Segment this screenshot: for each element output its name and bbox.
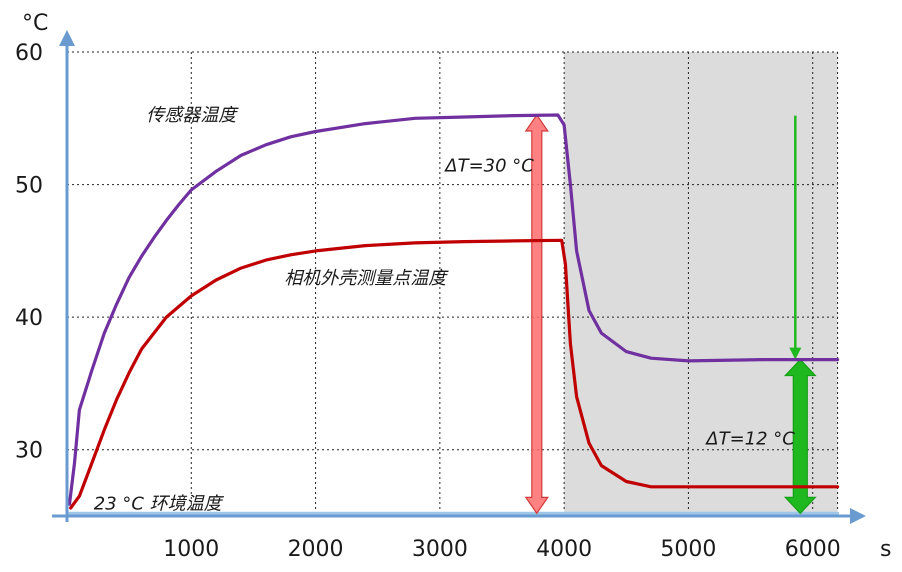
grid [67, 51, 839, 516]
series-line-0 [67, 113, 840, 506]
x-unit-label: s [880, 537, 891, 562]
delta-arrows [524, 113, 817, 515]
shaded-region-rect [564, 52, 838, 516]
x-axis-arrow [850, 508, 866, 524]
annotation-2: 23 °C 环境温度 [94, 493, 225, 514]
y-tick-label: 40 [15, 306, 43, 331]
x-tick-label: 3000 [412, 537, 468, 562]
x-tick-label: 6000 [785, 537, 841, 562]
annotation-3: ΔT=30 °C [443, 155, 534, 176]
x-tick-label: 5000 [660, 537, 716, 562]
shaded-region [564, 52, 838, 516]
series-line-1 [69, 238, 840, 510]
y-unit-label: °C [22, 11, 48, 36]
drop-arrow-head [789, 347, 802, 360]
annotation-0: 传感器温度 [146, 105, 239, 126]
y-tick-label: 50 [15, 174, 43, 199]
delta-arrow-1 [783, 358, 817, 515]
x-tick-label: 4000 [536, 537, 592, 562]
tick-labels: 1000 2000 3000 4000 5000 6000 30 40 50 60 °C s [15, 11, 891, 562]
annotation-4: ΔT=12 °C [704, 428, 795, 449]
series-lines [67, 113, 840, 510]
x-tick-label: 2000 [288, 537, 344, 562]
annotation-1: 相机外壳测量点温度 [284, 268, 449, 289]
y-axis-arrow [59, 30, 75, 46]
delta-arrow-0 [524, 113, 549, 515]
y-tick-label: 60 [15, 41, 43, 66]
y-tick-label: 30 [15, 439, 43, 464]
axes [52, 30, 866, 524]
x-tick-label: 1000 [163, 537, 219, 562]
